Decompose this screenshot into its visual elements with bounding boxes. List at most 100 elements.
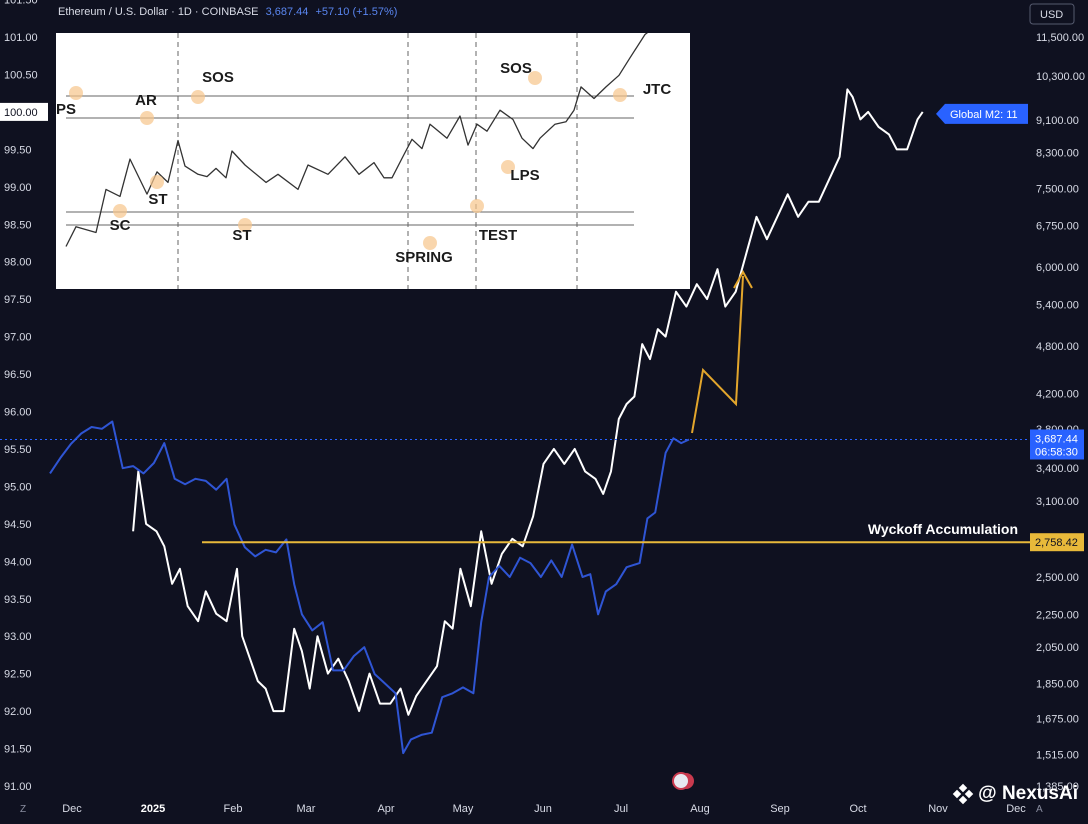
annotation-label: Wyckoff Accumulation: [868, 521, 1018, 537]
inset-event-marker: [140, 111, 154, 125]
right-tick-label: 1,675.00: [1036, 714, 1079, 726]
left-tick-label: 98.00: [4, 257, 32, 269]
left-tick-label: 96.00: [4, 407, 32, 419]
x-tick-label: Dec: [62, 803, 82, 815]
left-tick-label: 99.50: [4, 144, 32, 156]
left-tick-label: 94.00: [4, 556, 32, 568]
inset-label: TEST: [479, 227, 517, 244]
left-tick-label: 97.00: [4, 332, 32, 344]
right-tick-label: 4,800.00: [1036, 341, 1079, 353]
inset-label: PS: [56, 101, 76, 118]
right-tick-label: 1,515.00: [1036, 749, 1079, 761]
x-tick-label: Oct: [849, 803, 866, 815]
x-tick-label: Apr: [377, 803, 394, 815]
x-tick-label: May: [453, 803, 474, 815]
right-tick-label: 5,400.00: [1036, 300, 1079, 312]
inset-label: SC: [110, 217, 131, 234]
x-tick-label: Sep: [770, 803, 790, 815]
x-axis-z-label: Z: [20, 804, 26, 815]
left-tick-label: 93.50: [4, 594, 32, 606]
last-price-countdown: 06:58:30: [1035, 446, 1078, 458]
x-tick-label: Dec: [1006, 803, 1026, 815]
left-tick-label: 95.50: [4, 444, 32, 456]
inset-label: SPRING: [395, 249, 453, 266]
left-tick-label: 96.50: [4, 369, 32, 381]
currency-label: USD: [1040, 9, 1063, 21]
price-value: 3,687.44: [265, 6, 309, 18]
left-axis-highlight: [0, 102, 48, 121]
inset-price-path: [65, 33, 648, 247]
right-tick-label: 9,100.00: [1036, 115, 1079, 127]
right-tick-label: 2,250.00: [1036, 609, 1079, 621]
inset-label: ST: [148, 191, 167, 208]
inset-content: PS AR SC ST SOS ST SPRING TEST LPS SOS JTC: [56, 33, 672, 289]
left-tick-label: 101.50: [4, 0, 38, 7]
left-tick-label: 98.50: [4, 219, 32, 231]
m2-label: Global M2: 11: [950, 109, 1018, 121]
inset-label: SOS: [500, 60, 532, 77]
last-price-label: 3,687.44: [1035, 433, 1078, 445]
last-price-tag: [1030, 429, 1084, 460]
series-line-m2: [132, 88, 924, 716]
right-tick-label: 3,100.00: [1036, 496, 1079, 508]
x-tick-label: Jul: [614, 803, 628, 815]
x-tick-label: Nov: [928, 803, 948, 815]
x-tick-label: Aug: [690, 803, 710, 815]
support-price-tag: [1030, 533, 1084, 552]
left-tick-label: 93.00: [4, 631, 32, 643]
right-axis: USD 11,500.00 10,300.00 9,100.00 8,300.00 7,5…: [1029, 3, 1085, 793]
inset-background: [56, 33, 690, 289]
series-layer: [49, 88, 924, 755]
inset-event-marker: [470, 199, 484, 213]
inset-event-marker: [191, 90, 205, 104]
left-tick-label: 92.50: [4, 669, 32, 681]
right-tick-label: 10,300.00: [1036, 71, 1085, 83]
right-tick-label: 1,850.00: [1036, 679, 1079, 691]
right-tick-label: 7,500.00: [1036, 183, 1079, 195]
inset-event-marker: [501, 160, 515, 174]
inset-event-marker: [69, 86, 83, 100]
x-tick-label: Jun: [534, 803, 552, 815]
binance-icon: [952, 783, 974, 805]
symbol-title: Ethereum / U.S. Dollar · 1D · COINBASE: [58, 6, 259, 18]
event-flag-icon[interactable]: [672, 772, 690, 790]
right-tick-label: 8,300.00: [1036, 147, 1079, 159]
left-tick-label: 95.00: [4, 481, 32, 493]
right-tick-label: 2,050.00: [1036, 642, 1079, 654]
inset-label: SOS: [202, 69, 234, 86]
m2-label-tag: [936, 103, 1028, 124]
price-change: +57.10 (+1.57%): [315, 6, 398, 18]
inset-label: AR: [135, 92, 157, 109]
inset-event-marker: [113, 204, 127, 218]
inset-label: ST: [232, 227, 251, 244]
right-tick-label: 2,500.00: [1036, 572, 1079, 584]
x-tick-label: 2025: [141, 803, 165, 815]
left-tick-label: 91.50: [4, 744, 32, 756]
inset-event-marker: [423, 236, 437, 250]
left-tick-label: 94.50: [4, 519, 32, 531]
right-tick-label: 3,400.00: [1036, 463, 1079, 475]
inset-label: LPS: [510, 167, 539, 184]
left-tick-label: 99.00: [4, 182, 32, 194]
right-tick-label: 6,000.00: [1036, 262, 1079, 274]
currency-box[interactable]: [1029, 3, 1075, 25]
wyckoff-inset: PS AR SC ST SOS ST SPRING TEST LPS SOS JTC: [56, 33, 690, 289]
right-tick-label: 4,200.00: [1036, 388, 1079, 400]
right-tick-label: 1,385.00: [1036, 781, 1079, 793]
left-tick-label: 100.50: [4, 69, 38, 81]
left-axis: 101.50 101.00 100.50 100.00 99.50 99.00 98.50 9…: [0, 0, 48, 793]
auto-scale-label[interactable]: A: [1036, 804, 1043, 815]
projection-arrow: [691, 275, 744, 434]
series-line-eth: [49, 420, 690, 755]
inset-event-marker: [528, 71, 542, 85]
inset-event-marker: [238, 218, 252, 232]
left-tick-label: 92.00: [4, 706, 32, 718]
support-price-label: 2,758.42: [1035, 537, 1078, 549]
left-tick-label: 91.00: [4, 781, 32, 793]
x-tick-label: Mar: [297, 803, 316, 815]
left-tick-label: 100.00: [4, 107, 38, 119]
inset-label: JTC: [643, 81, 672, 98]
inset-event-marker: [613, 88, 627, 102]
